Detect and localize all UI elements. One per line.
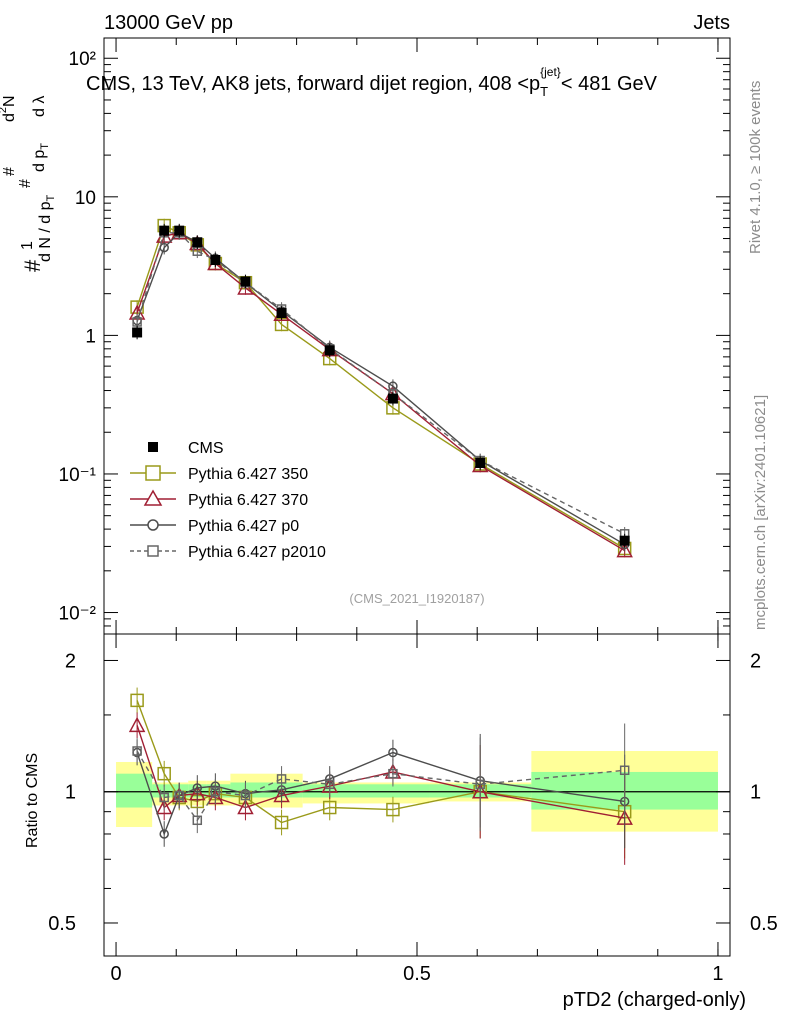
- main-axis: 10⁻² 10⁻¹ 1 10 10²: [59, 38, 730, 956]
- y-tick-label: 0.5: [48, 913, 76, 935]
- data-point: [388, 768, 398, 779]
- data-point: [324, 345, 335, 356]
- title-end: < 481 GeV: [561, 73, 658, 95]
- legend-item-p0: Pythia 6.427 p0: [130, 518, 299, 535]
- data-point: [174, 790, 184, 801]
- y-tick-label: 10: [75, 188, 96, 209]
- inner-band: [302, 784, 430, 798]
- data-point: [192, 237, 203, 248]
- rivet-label: Rivet 4.1.0, ≥ 100k events: [747, 81, 764, 254]
- title-sup: {jet}: [540, 65, 561, 79]
- mcplots-label: mcplots.cern.ch [arXiv:2401.10621]: [752, 395, 769, 630]
- data-point: [132, 327, 143, 338]
- series-line: [136, 232, 625, 535]
- data-point: [619, 765, 630, 776]
- data-point: [132, 746, 142, 756]
- energy-label: 13000 GeV pp: [104, 12, 233, 34]
- data-point: [240, 276, 251, 287]
- data-point: [274, 815, 289, 830]
- data-point: [475, 457, 486, 468]
- main-series: [128, 218, 633, 558]
- data-point: [386, 802, 400, 817]
- legend-label: Pythia 6.427 p2010: [188, 544, 326, 561]
- y-tick-label: 2: [65, 650, 76, 672]
- data-point: [388, 747, 398, 758]
- data-point: [128, 716, 146, 733]
- legend-item-p2010: Pythia 6.427 p2010: [130, 544, 326, 561]
- y-tick-label: 10⁻²: [59, 604, 97, 625]
- data-point: [324, 779, 335, 790]
- title-pt: p: [529, 73, 540, 95]
- ratio-axis: 0 0.5 1 0.5 0.5 1 1 2 2: [48, 634, 778, 985]
- data-point: [157, 766, 171, 781]
- data-point: [276, 308, 287, 319]
- title-sub: T: [540, 84, 548, 99]
- data-point: [192, 815, 203, 826]
- analysis-label: (CMS_2021_I1920187): [349, 591, 484, 606]
- data-point: [210, 786, 221, 797]
- ylabel-top: #1d N / d pT##d pTd2Nd λ: [0, 95, 57, 272]
- data-point: [619, 535, 630, 546]
- data-point: [130, 693, 144, 708]
- plot-title: CMS, 13 TeV, AK8 jets, forward dijet reg…: [86, 65, 658, 99]
- data-point: [240, 790, 251, 801]
- series-cms: [132, 223, 630, 548]
- data-point: [616, 541, 633, 558]
- inner-band: [116, 773, 153, 808]
- data-point: [155, 798, 173, 815]
- legend-item-350: Pythia 6.427 350: [130, 465, 308, 483]
- y-tick-label: 1: [85, 326, 96, 347]
- legend-label: Pythia 6.427 p0: [188, 518, 299, 535]
- legend-item-cms: CMS: [148, 440, 224, 457]
- y-tick-label-right: 2: [750, 650, 761, 672]
- ratio-series: [128, 687, 633, 865]
- legend-label: Pythia 6.427 350: [188, 466, 308, 483]
- data-point: [159, 792, 169, 803]
- data-point: [237, 798, 254, 815]
- x-tick-label: 1: [712, 963, 723, 985]
- title-main: CMS, 13 TeV, AK8 jets, forward dijet reg…: [86, 73, 529, 95]
- y-tick-label-right: 1: [750, 782, 761, 804]
- data-point: [322, 800, 337, 815]
- data-point: [475, 779, 485, 790]
- data-point: [210, 254, 221, 265]
- data-point: [174, 225, 185, 236]
- y-tick-label: 1: [65, 782, 76, 804]
- ylabel-bottom: Ratio to CMS: [24, 753, 41, 848]
- legend-label: CMS: [188, 440, 224, 457]
- data-point: [159, 225, 170, 236]
- y-tick-label: 10⁻¹: [59, 465, 97, 486]
- data-point: [276, 774, 287, 784]
- y-tick-label: 10²: [69, 49, 96, 70]
- x-tick-label: 0: [110, 963, 121, 985]
- legend-item-370: Pythia 6.427 370: [130, 489, 308, 509]
- y-tick-label-right: 0.5: [750, 913, 778, 935]
- category-label: Jets: [693, 12, 730, 34]
- ratio-series-pythia-6-427-p2010: [132, 723, 630, 834]
- x-tick-label: 0.5: [403, 963, 431, 985]
- legend-label: Pythia 6.427 370: [188, 492, 308, 509]
- data-point: [387, 393, 398, 404]
- data-point: [192, 783, 203, 793]
- xlabel: pTD2 (charged-only): [563, 989, 746, 1011]
- data-point: [159, 829, 169, 839]
- legend: CMS Pythia 6.427 350 Pythia 6.427 370 Py…: [130, 440, 326, 561]
- data-point: [159, 242, 169, 253]
